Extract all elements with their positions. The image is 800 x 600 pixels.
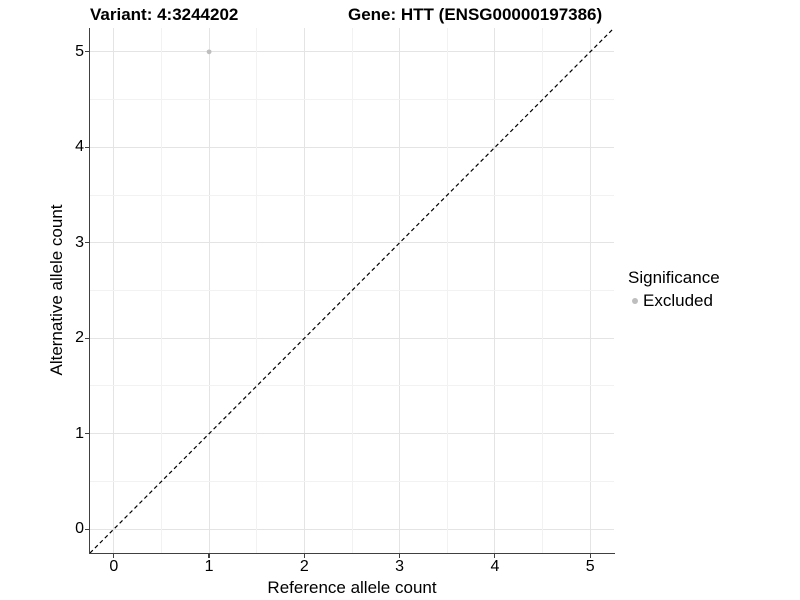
y-tick-mark <box>85 51 90 53</box>
x-tick-label: 1 <box>204 558 214 575</box>
gridline-minor-vertical <box>542 28 544 553</box>
y-axis-title: Alternative allele count <box>47 204 66 376</box>
y-tick-mark <box>85 242 90 244</box>
x-tick-mark <box>303 553 305 558</box>
y-tick-label: 1 <box>75 424 84 442</box>
y-tick-mark <box>85 528 90 530</box>
y-tick-label: 3 <box>75 233 84 251</box>
y-tick-mark <box>85 337 90 339</box>
gridline-minor-vertical <box>351 28 353 553</box>
plot-title-gene: Gene: HTT (ENSG00000197386) <box>348 5 603 24</box>
x-tick-label: 4 <box>490 558 500 575</box>
x-axis-line <box>88 553 615 555</box>
x-tick-mark <box>494 553 496 558</box>
x-tick-label: 5 <box>585 558 595 575</box>
plot-panel <box>90 28 614 553</box>
y-tick-mark <box>85 433 90 435</box>
data-point <box>206 49 212 55</box>
y-tick-label: 5 <box>75 42 84 60</box>
legend-item-label: Excluded <box>643 291 713 310</box>
x-tick-label: 0 <box>109 558 119 575</box>
gridline-minor-vertical <box>160 28 162 553</box>
x-tick-mark <box>589 553 591 558</box>
legend-title: Significance <box>628 268 720 287</box>
x-tick-mark <box>208 553 210 558</box>
x-axis-title: Reference allele count <box>267 578 437 597</box>
y-tick-label: 4 <box>75 138 84 156</box>
legend-item-excluded: Excluded <box>628 291 720 311</box>
x-tick-mark <box>399 553 401 558</box>
x-tick-mark <box>113 553 115 558</box>
x-tick-label: 2 <box>299 558 309 575</box>
gridline-minor-vertical <box>446 28 448 553</box>
y-axis-line <box>88 28 90 555</box>
gridline-minor-vertical <box>256 28 258 553</box>
legend: Significance Excluded <box>628 268 720 311</box>
y-tick-mark <box>85 146 90 148</box>
plot-title-variant: Variant: 4:3244202 <box>90 5 239 24</box>
legend-point-icon <box>632 298 638 304</box>
identity-dashed-line <box>90 28 614 553</box>
y-tick-label: 2 <box>75 329 84 347</box>
y-tick-label: 0 <box>75 520 84 538</box>
x-tick-label: 3 <box>395 558 405 575</box>
plot-overlay <box>90 28 614 553</box>
